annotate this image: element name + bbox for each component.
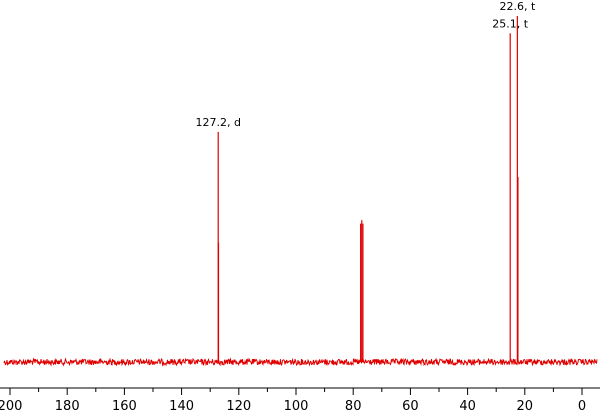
peak-label-6: 22.6, t (499, 0, 535, 13)
x-tick-label-160: 160 (112, 399, 137, 414)
x-tick-label-200: 200 (0, 399, 22, 414)
peak-label-5: 25.1, t (492, 17, 528, 30)
x-tick-label-80: 80 (345, 399, 362, 414)
x-tick-label-20: 20 (517, 399, 534, 414)
x-axis: 200 180 160 140 120 100 80 60 40 20 0 (0, 387, 600, 414)
peak-labels: 127.2, d 25.1, t 22.6, t (195, 0, 535, 129)
x-tick-label-120: 120 (226, 399, 251, 414)
peak-label-0: 127.2, d (195, 116, 240, 129)
baseline-noise-trace (3, 357, 598, 367)
baseline-noise (3, 357, 598, 367)
x-tick-label-180: 180 (55, 399, 80, 414)
peaks (217, 16, 519, 362)
x-tick-label-60: 60 (402, 399, 419, 414)
x-tick-label-40: 40 (459, 399, 476, 414)
x-tick-label-140: 140 (169, 399, 194, 414)
x-tick-label-100: 100 (284, 399, 309, 414)
x-tick-label-0: 0 (578, 399, 586, 414)
